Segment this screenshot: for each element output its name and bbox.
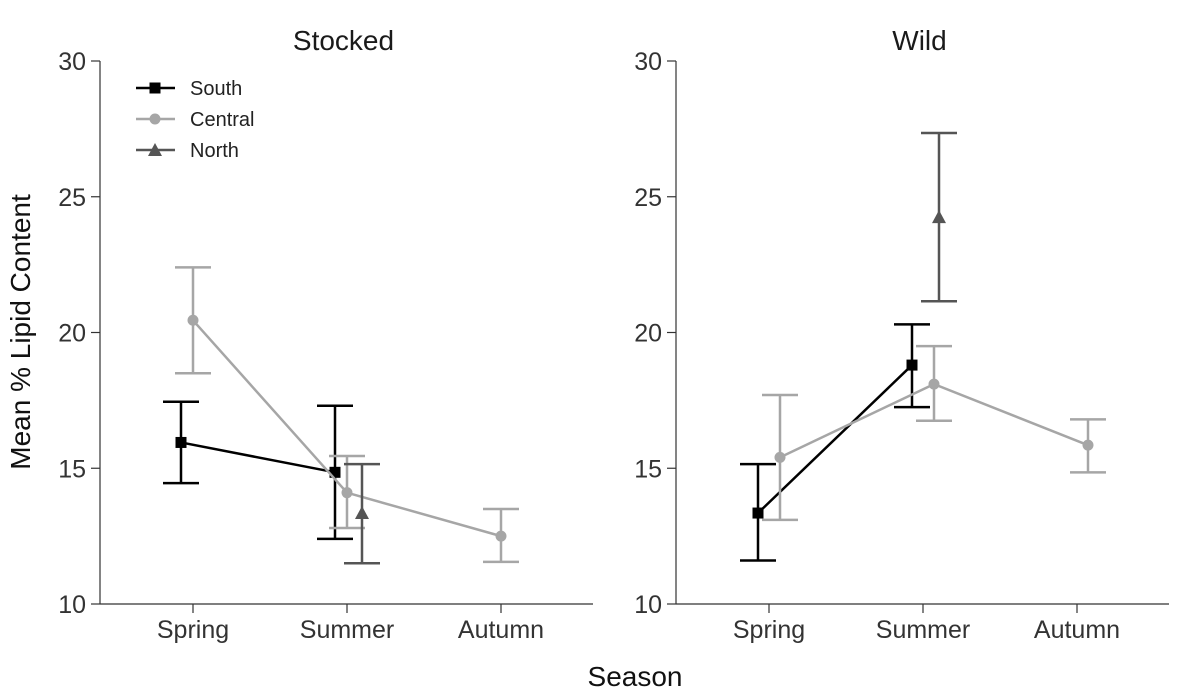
y-tick-label: 25 <box>58 184 86 212</box>
x-axis-title: Season <box>588 661 683 692</box>
y-tick-label: 10 <box>58 591 86 619</box>
y-tick-label: 15 <box>58 455 86 483</box>
x-tick-label: Autumn <box>1034 616 1120 644</box>
data-point <box>906 359 918 371</box>
x-tick-label: Spring <box>157 616 229 644</box>
panel-stocked: Stocked 10 15 20 25 30 Spring Summer Autumn <box>58 25 593 644</box>
legend-item-south: South <box>136 78 242 100</box>
data-point <box>1082 439 1094 451</box>
legend-label: North <box>190 140 239 162</box>
x-tick-label: Autumn <box>458 616 544 644</box>
data-point <box>341 487 353 499</box>
data-point <box>495 530 507 542</box>
legend-marker <box>149 113 161 125</box>
legend-marker <box>149 82 161 94</box>
data-point <box>928 378 940 390</box>
series-line <box>180 441 336 474</box>
data-point <box>752 507 764 519</box>
legend-item-north: North <box>136 140 239 162</box>
x-tick-label: Summer <box>876 616 970 644</box>
y-tick-label: 15 <box>634 455 662 483</box>
series-south <box>740 323 930 562</box>
y-axis-title: Mean % Lipid Content <box>5 194 36 470</box>
data-point <box>329 466 341 478</box>
legend-label: South <box>190 78 242 100</box>
data-point <box>932 210 946 224</box>
data-point <box>175 436 187 448</box>
data-point <box>355 506 369 520</box>
legend-item-central: Central <box>136 109 254 131</box>
series-north <box>921 131 957 303</box>
series-south <box>163 400 353 541</box>
y-tick-label: 20 <box>58 320 86 348</box>
y-tick-label: 30 <box>634 48 662 76</box>
series-central <box>762 344 1106 522</box>
panel-title: Stocked <box>293 25 394 56</box>
panel-wild: Wild 10 15 20 25 30 Spring Summer Autumn <box>634 25 1169 644</box>
panel-title: Wild <box>892 25 946 56</box>
series-central <box>175 266 519 564</box>
y-tick-label: 10 <box>634 591 662 619</box>
chart-legend: South Central North <box>136 78 254 162</box>
y-tick-label: 30 <box>58 48 86 76</box>
data-point <box>187 314 199 326</box>
y-tick-label: 25 <box>634 184 662 212</box>
x-tick-label: Spring <box>733 616 805 644</box>
x-tick-label: Summer <box>300 616 394 644</box>
series-north <box>344 462 380 565</box>
series-line <box>757 364 913 514</box>
legend-marker <box>148 143 162 156</box>
data-point <box>774 451 786 463</box>
y-tick-label: 20 <box>634 320 662 348</box>
legend-label: Central <box>190 109 254 131</box>
